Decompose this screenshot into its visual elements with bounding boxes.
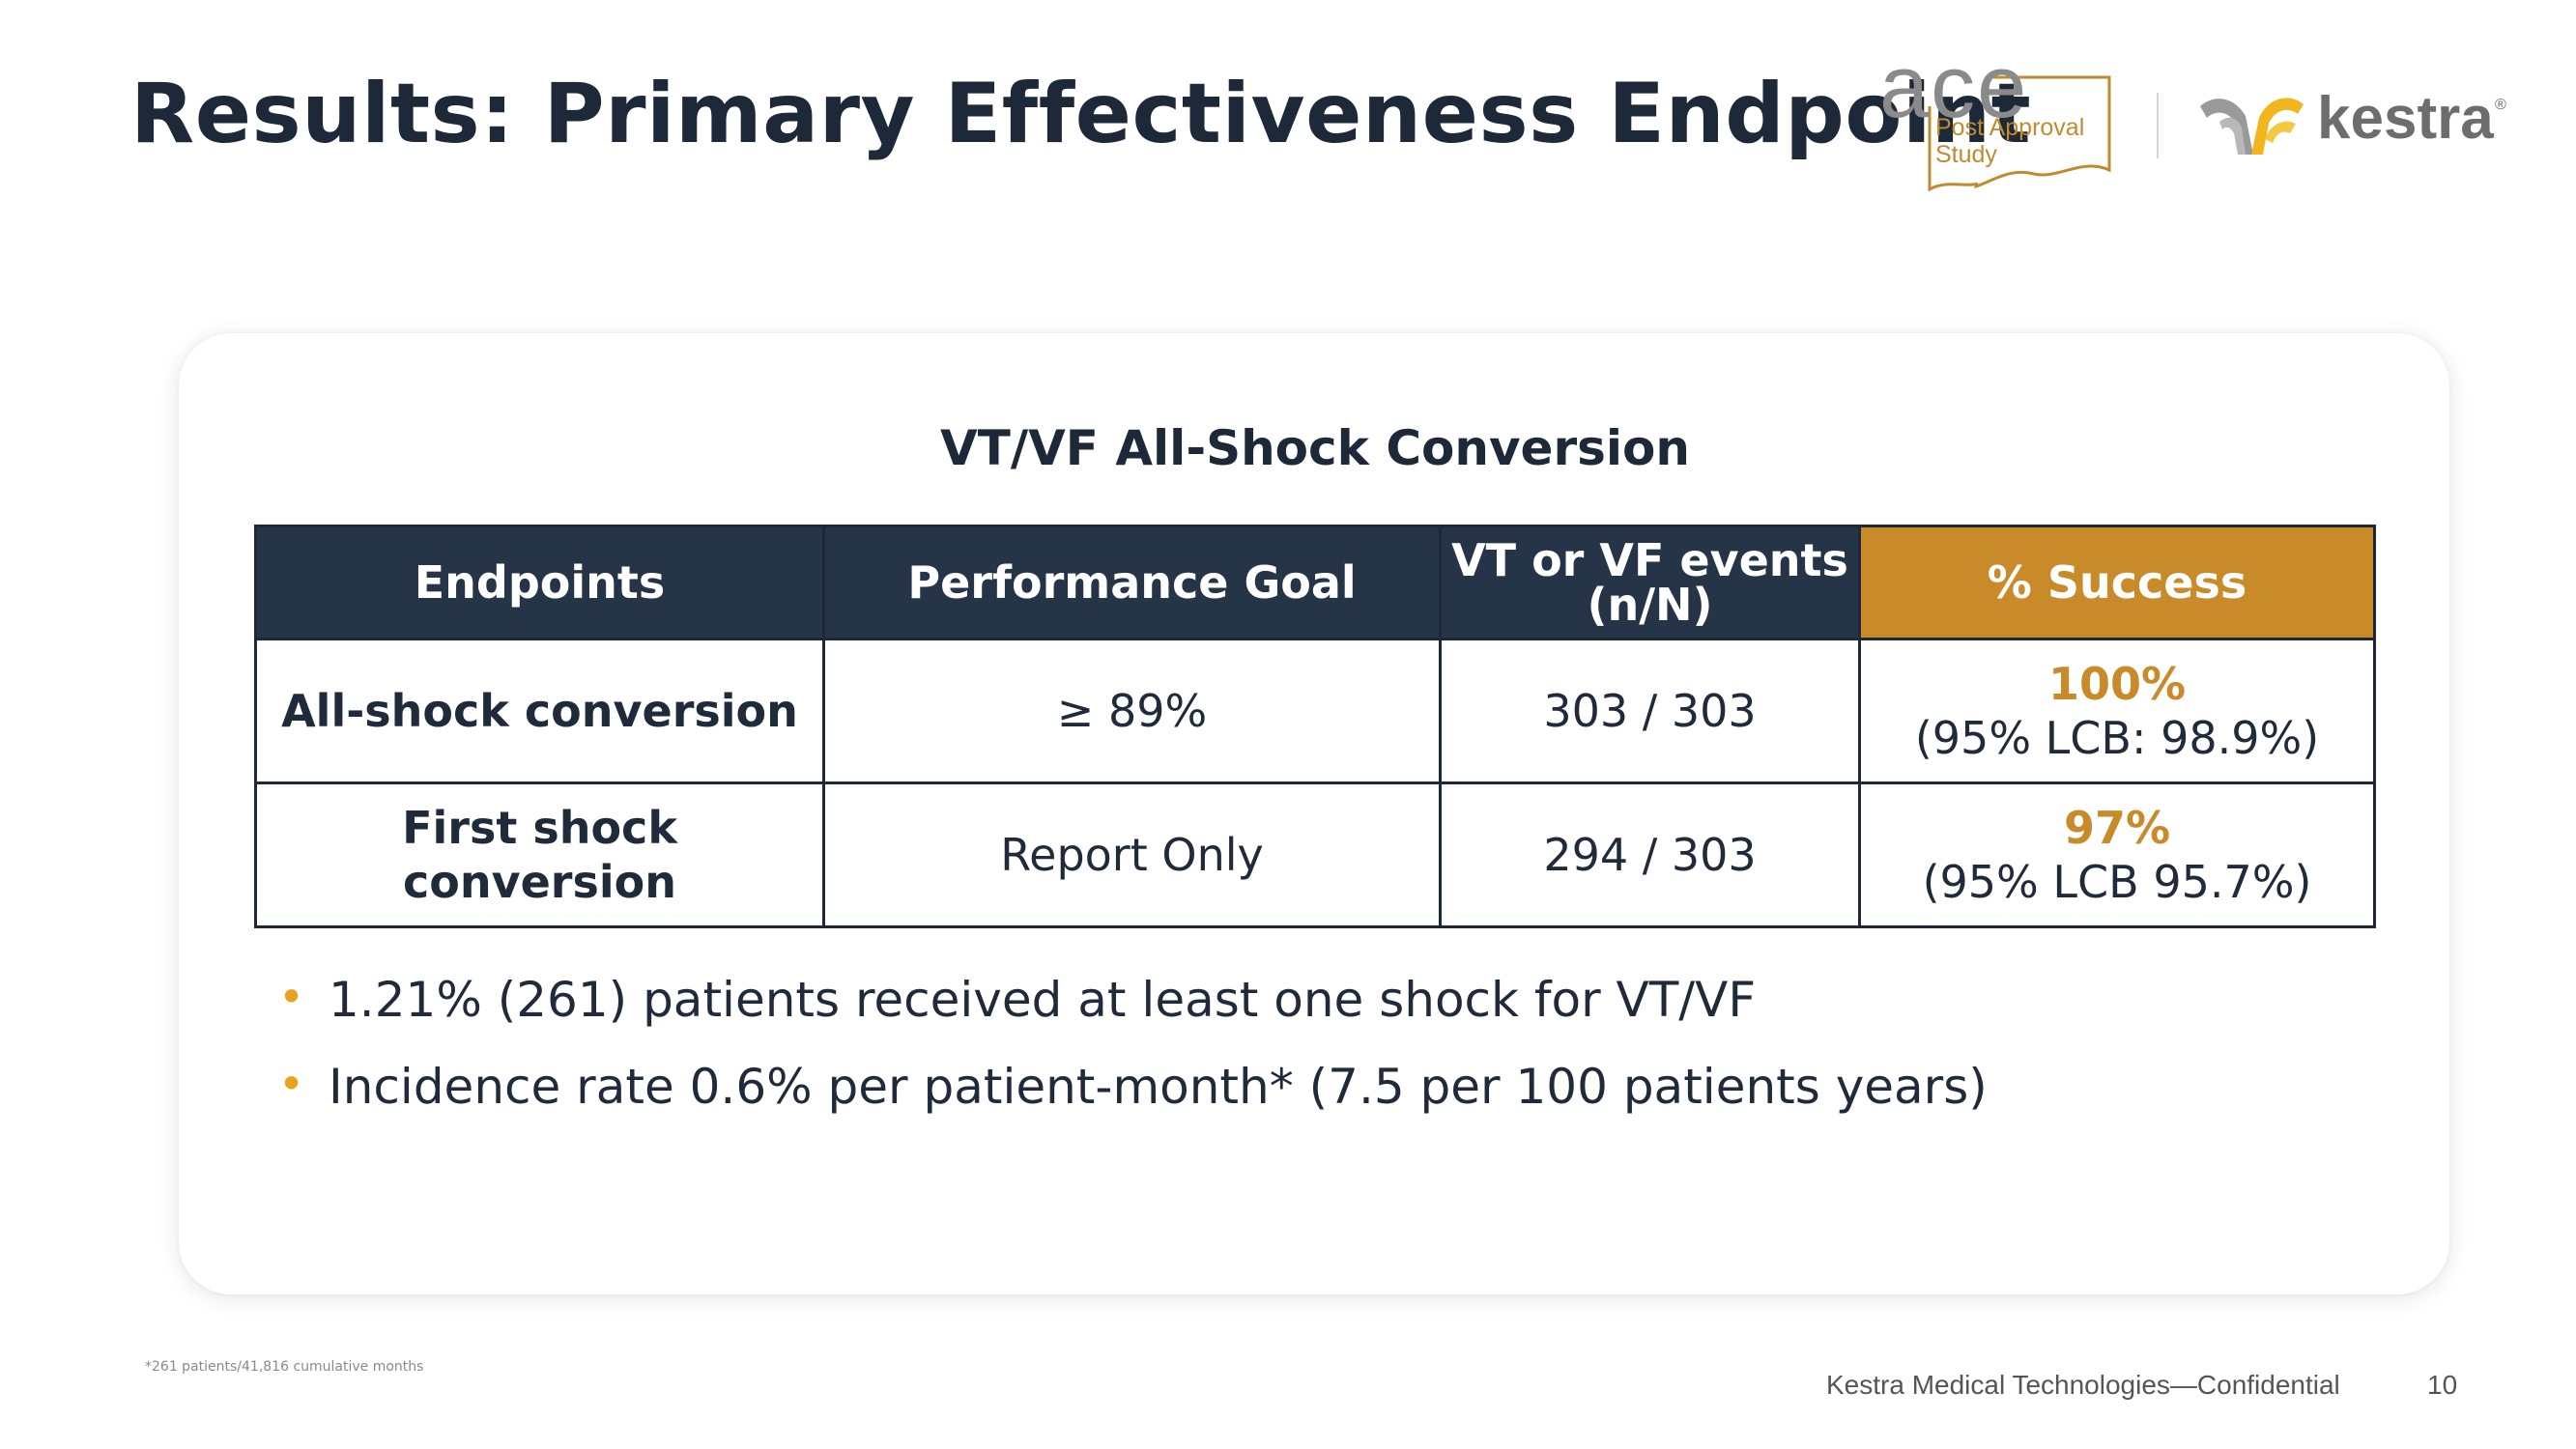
registered-mark: ® — [2495, 97, 2506, 113]
bullet-dot-icon: • — [278, 1058, 305, 1110]
table-row: All-shock conversion ≥ 89% 303 / 303 100… — [254, 638, 2376, 784]
header-success: % Success — [1858, 525, 2376, 640]
kestra-mark-icon — [2200, 98, 2304, 155]
footer-confidential: Kestra Medical Technologies—Confidential — [1826, 1370, 2340, 1400]
slide-title: Results: Primary Effectiveness Endpoint — [130, 66, 2032, 162]
endpoint-cell: All-shock conversion — [254, 638, 825, 784]
success-lcb: (95% LCB: 98.9%) — [1914, 712, 2320, 764]
success-lcb: (95% LCB 95.7%) — [1922, 856, 2312, 908]
page-number: 10 — [2427, 1370, 2458, 1400]
header-performance-goal: Performance Goal — [822, 525, 1442, 640]
footnote: *261 patients/41,816 cumulative months — [145, 1359, 424, 1375]
success-cell: 97% (95% LCB 95.7%) — [1858, 781, 2376, 928]
ace-line1: Post Approval — [1935, 114, 2085, 141]
ace-logo-frame — [1928, 75, 2111, 191]
bullet-text: 1.21% (261) patients received at least o… — [329, 972, 1757, 1028]
header-events: VT or VF events (n/N) — [1439, 525, 1861, 640]
header-endpoints: Endpoints — [254, 525, 825, 640]
success-percent: 97% — [2063, 801, 2171, 854]
table-title: VT/VF All-Shock Conversion — [940, 420, 1690, 476]
kestra-wordmark: kestra — [2317, 85, 2494, 152]
bullet-item: • 1.21% (261) patients received at least… — [271, 971, 1988, 1029]
table-header-row: Endpoints Performance Goal VT or VF even… — [254, 525, 2376, 640]
logo-divider — [2157, 93, 2159, 158]
events-cell: 303 / 303 — [1439, 638, 1861, 784]
bullet-text: Incidence rate 0.6% per patient-month* (… — [329, 1059, 1988, 1115]
bullet-item: • Incidence rate 0.6% per patient-month*… — [271, 1058, 1988, 1116]
bullet-list: • 1.21% (261) patients received at least… — [271, 971, 1988, 1145]
bullet-dot-icon: • — [278, 971, 305, 1023]
results-table: Endpoints Performance Goal VT or VF even… — [254, 525, 2376, 928]
ace-word: ace — [1879, 38, 2029, 136]
endpoint-cell: First shock conversion — [254, 781, 825, 928]
success-cell: 100% (95% LCB: 98.9%) — [1858, 638, 2376, 784]
success-percent: 100% — [2047, 657, 2187, 710]
table-row: First shock conversion Report Only 294 /… — [254, 781, 2376, 928]
goal-cell: Report Only — [822, 781, 1442, 928]
ace-line2: Study — [1935, 141, 1997, 168]
ace-post-approval-study-logo: ace Post Approval Study — [1879, 43, 2121, 191]
goal-cell: ≥ 89% — [822, 638, 1442, 784]
events-cell: 294 / 303 — [1439, 781, 1861, 928]
